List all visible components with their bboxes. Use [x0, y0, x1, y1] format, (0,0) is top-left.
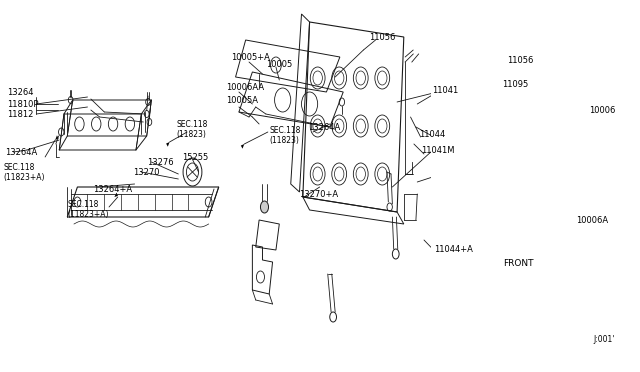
- Text: 11041: 11041: [432, 86, 458, 94]
- Circle shape: [260, 201, 269, 213]
- Text: 13264+A: 13264+A: [93, 185, 132, 193]
- Text: 11056: 11056: [508, 55, 534, 64]
- Text: SEC.118: SEC.118: [3, 163, 35, 171]
- Text: (11823+A): (11823+A): [3, 173, 45, 182]
- Text: 13276: 13276: [147, 157, 173, 167]
- Text: 10005A: 10005A: [226, 96, 258, 105]
- Text: 13270+A: 13270+A: [299, 189, 338, 199]
- Text: 15255: 15255: [182, 153, 208, 161]
- Polygon shape: [55, 135, 59, 140]
- Text: 11041M: 11041M: [421, 145, 455, 154]
- Polygon shape: [115, 193, 118, 197]
- Text: 11056: 11056: [369, 32, 395, 42]
- Text: 13264: 13264: [7, 87, 33, 96]
- Text: 10006: 10006: [589, 106, 616, 115]
- Text: (11823): (11823): [269, 135, 299, 144]
- Text: 10005+A: 10005+A: [232, 52, 270, 61]
- Text: 11095: 11095: [502, 80, 528, 89]
- Text: SEC.118: SEC.118: [177, 119, 208, 128]
- Text: 13264A: 13264A: [308, 122, 340, 131]
- Text: 11044+A: 11044+A: [434, 246, 473, 254]
- Text: 11044: 11044: [419, 129, 445, 138]
- Text: 10006A: 10006A: [576, 215, 608, 224]
- Text: 10005: 10005: [266, 60, 292, 68]
- Text: J:001': J:001': [593, 336, 615, 344]
- Text: 13264A: 13264A: [5, 148, 38, 157]
- Text: SEC.118: SEC.118: [269, 125, 301, 135]
- Polygon shape: [166, 142, 170, 147]
- Polygon shape: [241, 144, 244, 149]
- Text: 11812: 11812: [7, 109, 33, 119]
- Text: (11823): (11823): [177, 129, 206, 138]
- Text: 10006AA: 10006AA: [226, 83, 264, 92]
- Text: 13270: 13270: [133, 167, 160, 176]
- Text: (11823+A): (11823+A): [67, 209, 109, 218]
- Text: SEC.118: SEC.118: [67, 199, 99, 208]
- Text: 11810P: 11810P: [7, 99, 38, 109]
- Text: FRONT: FRONT: [504, 260, 534, 269]
